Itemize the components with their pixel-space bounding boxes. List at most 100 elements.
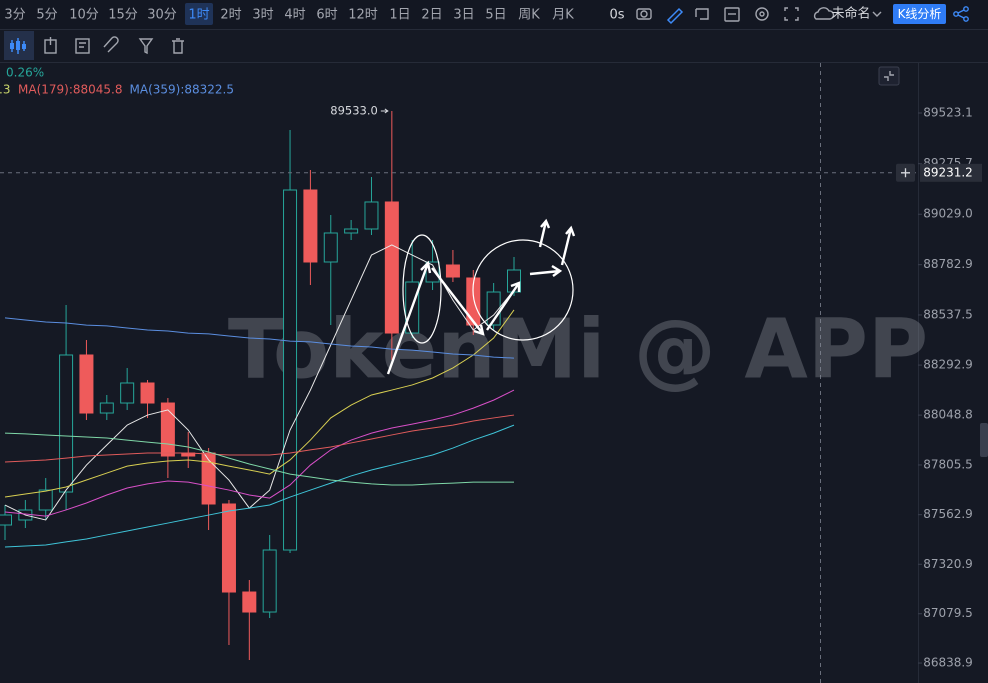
compare-icon[interactable] [724, 7, 740, 22]
candle-body [283, 189, 298, 551]
drawing-tools [4, 31, 184, 60]
timeframe-button[interactable]: 5分 [36, 8, 57, 23]
timeframe-button[interactable]: 周K [518, 8, 540, 23]
y-tick-label: 89523.1 [923, 105, 973, 119]
timeframe-button[interactable]: 1日 [389, 8, 410, 23]
settings-icon[interactable] [755, 7, 769, 21]
layout-name[interactable]: 未命名 [831, 6, 870, 22]
candle-body [38, 489, 53, 511]
timeframe-button[interactable]: 3时 [252, 8, 273, 23]
hand-arrow [538, 218, 551, 248]
candle-body [262, 549, 277, 613]
toolbar-icons [636, 4, 969, 25]
template-icon[interactable] [75, 38, 90, 54]
candle-body [242, 591, 257, 613]
candle-body [99, 402, 114, 414]
filter-icon[interactable] [138, 38, 154, 55]
timeframe-button[interactable]: 月K [552, 8, 574, 23]
ma-line [4, 317, 515, 359]
camera-icon[interactable] [636, 8, 652, 20]
candle-body [120, 382, 135, 404]
side-panel-tab[interactable] [980, 423, 988, 457]
timeframe-button[interactable]: 6时 [316, 8, 337, 23]
crosshair-label: 89231.2 [923, 165, 973, 179]
analysis-button[interactable]: K线分析 [898, 7, 942, 21]
candle-type-icon[interactable] [10, 38, 26, 54]
fullscreen-icon[interactable] [784, 7, 799, 21]
y-tick-label: 88292.9 [923, 358, 973, 372]
hand-arrow [560, 225, 576, 266]
magnet-icon[interactable] [103, 36, 119, 53]
legend-fragment: 0.26% [6, 66, 44, 80]
legend-fragment: .3 [0, 83, 10, 97]
candle-body [303, 189, 318, 263]
candle-body [384, 201, 399, 334]
timeframe-button[interactable]: 5日 [485, 8, 506, 23]
hand-arrow [431, 267, 485, 336]
candle-body [466, 277, 481, 326]
candle-body [0, 514, 12, 526]
hand-arrow [386, 260, 432, 375]
hand-arrow [529, 264, 563, 277]
ma-line [4, 389, 515, 517]
hand-drawn-annotations [386, 218, 576, 375]
hand-ellipse [402, 234, 442, 344]
watermark: TokenMi @ APP [228, 302, 928, 397]
timeframe-button[interactable]: 3分 [4, 8, 25, 23]
cloud-icon[interactable] [813, 7, 835, 20]
delete-icon[interactable] [172, 38, 184, 54]
ma-line [4, 432, 514, 486]
pen-icon[interactable] [666, 7, 684, 25]
plus-icon [901, 168, 910, 178]
clock: 0s [609, 8, 624, 23]
share-icon[interactable] [953, 6, 969, 22]
y-tick-label: 88782.9 [923, 257, 973, 271]
y-tick-label: 87079.5 [923, 606, 973, 620]
ma-line [4, 414, 515, 463]
timeframe-button[interactable]: 30分 [147, 8, 177, 23]
top-toolbar [0, 0, 988, 29]
timeframe-button[interactable]: 2日 [421, 8, 442, 23]
indicator-icon[interactable] [44, 37, 57, 54]
y-tick-label: 88537.5 [923, 307, 973, 321]
candle-body [201, 452, 216, 505]
candle-body [221, 503, 236, 593]
y-tick-label: 89029.0 [923, 207, 973, 221]
hand-circle [472, 239, 574, 341]
candle-body [140, 382, 155, 404]
y-tick-label: 86838.9 [923, 656, 973, 670]
ma-line [4, 309, 515, 498]
analysis-button-bg[interactable] [893, 4, 946, 24]
timeframe-button[interactable]: 2时 [220, 8, 241, 23]
timeframe-button[interactable]: 3日 [453, 8, 474, 23]
timeframe-button[interactable]: 4时 [284, 8, 305, 23]
ma-line [4, 424, 515, 548]
dropdown-chevron[interactable] [872, 11, 882, 17]
replay-icon[interactable] [695, 8, 709, 20]
legend-entry: MA(359):88322.5 [130, 83, 235, 97]
drawing-toolbar [0, 30, 988, 62]
y-tick-label: 87320.9 [923, 557, 973, 571]
candle-body [323, 232, 338, 263]
candle-body [445, 264, 460, 278]
y-tick-label: 87805.5 [923, 457, 973, 471]
zoom-toggle[interactable] [878, 66, 900, 86]
timeframe-button[interactable]: 1时 [188, 8, 209, 23]
candle-body [160, 402, 175, 457]
active-timeframe-bg [185, 3, 213, 25]
timeframe-button[interactable]: 10分 [69, 8, 99, 23]
y-tick-label: 87562.9 [923, 507, 973, 521]
candle-body [59, 354, 74, 493]
high-label: 89533.0 [330, 103, 378, 117]
candle-body [364, 201, 379, 230]
crosshair-label-bg [920, 163, 982, 182]
timeframe-button[interactable]: 15分 [108, 8, 138, 23]
y-tick-label: 88048.8 [923, 408, 973, 422]
candle-body [344, 228, 359, 234]
timeframe-button[interactable]: 12时 [348, 8, 378, 23]
hand-arrow [486, 281, 521, 331]
